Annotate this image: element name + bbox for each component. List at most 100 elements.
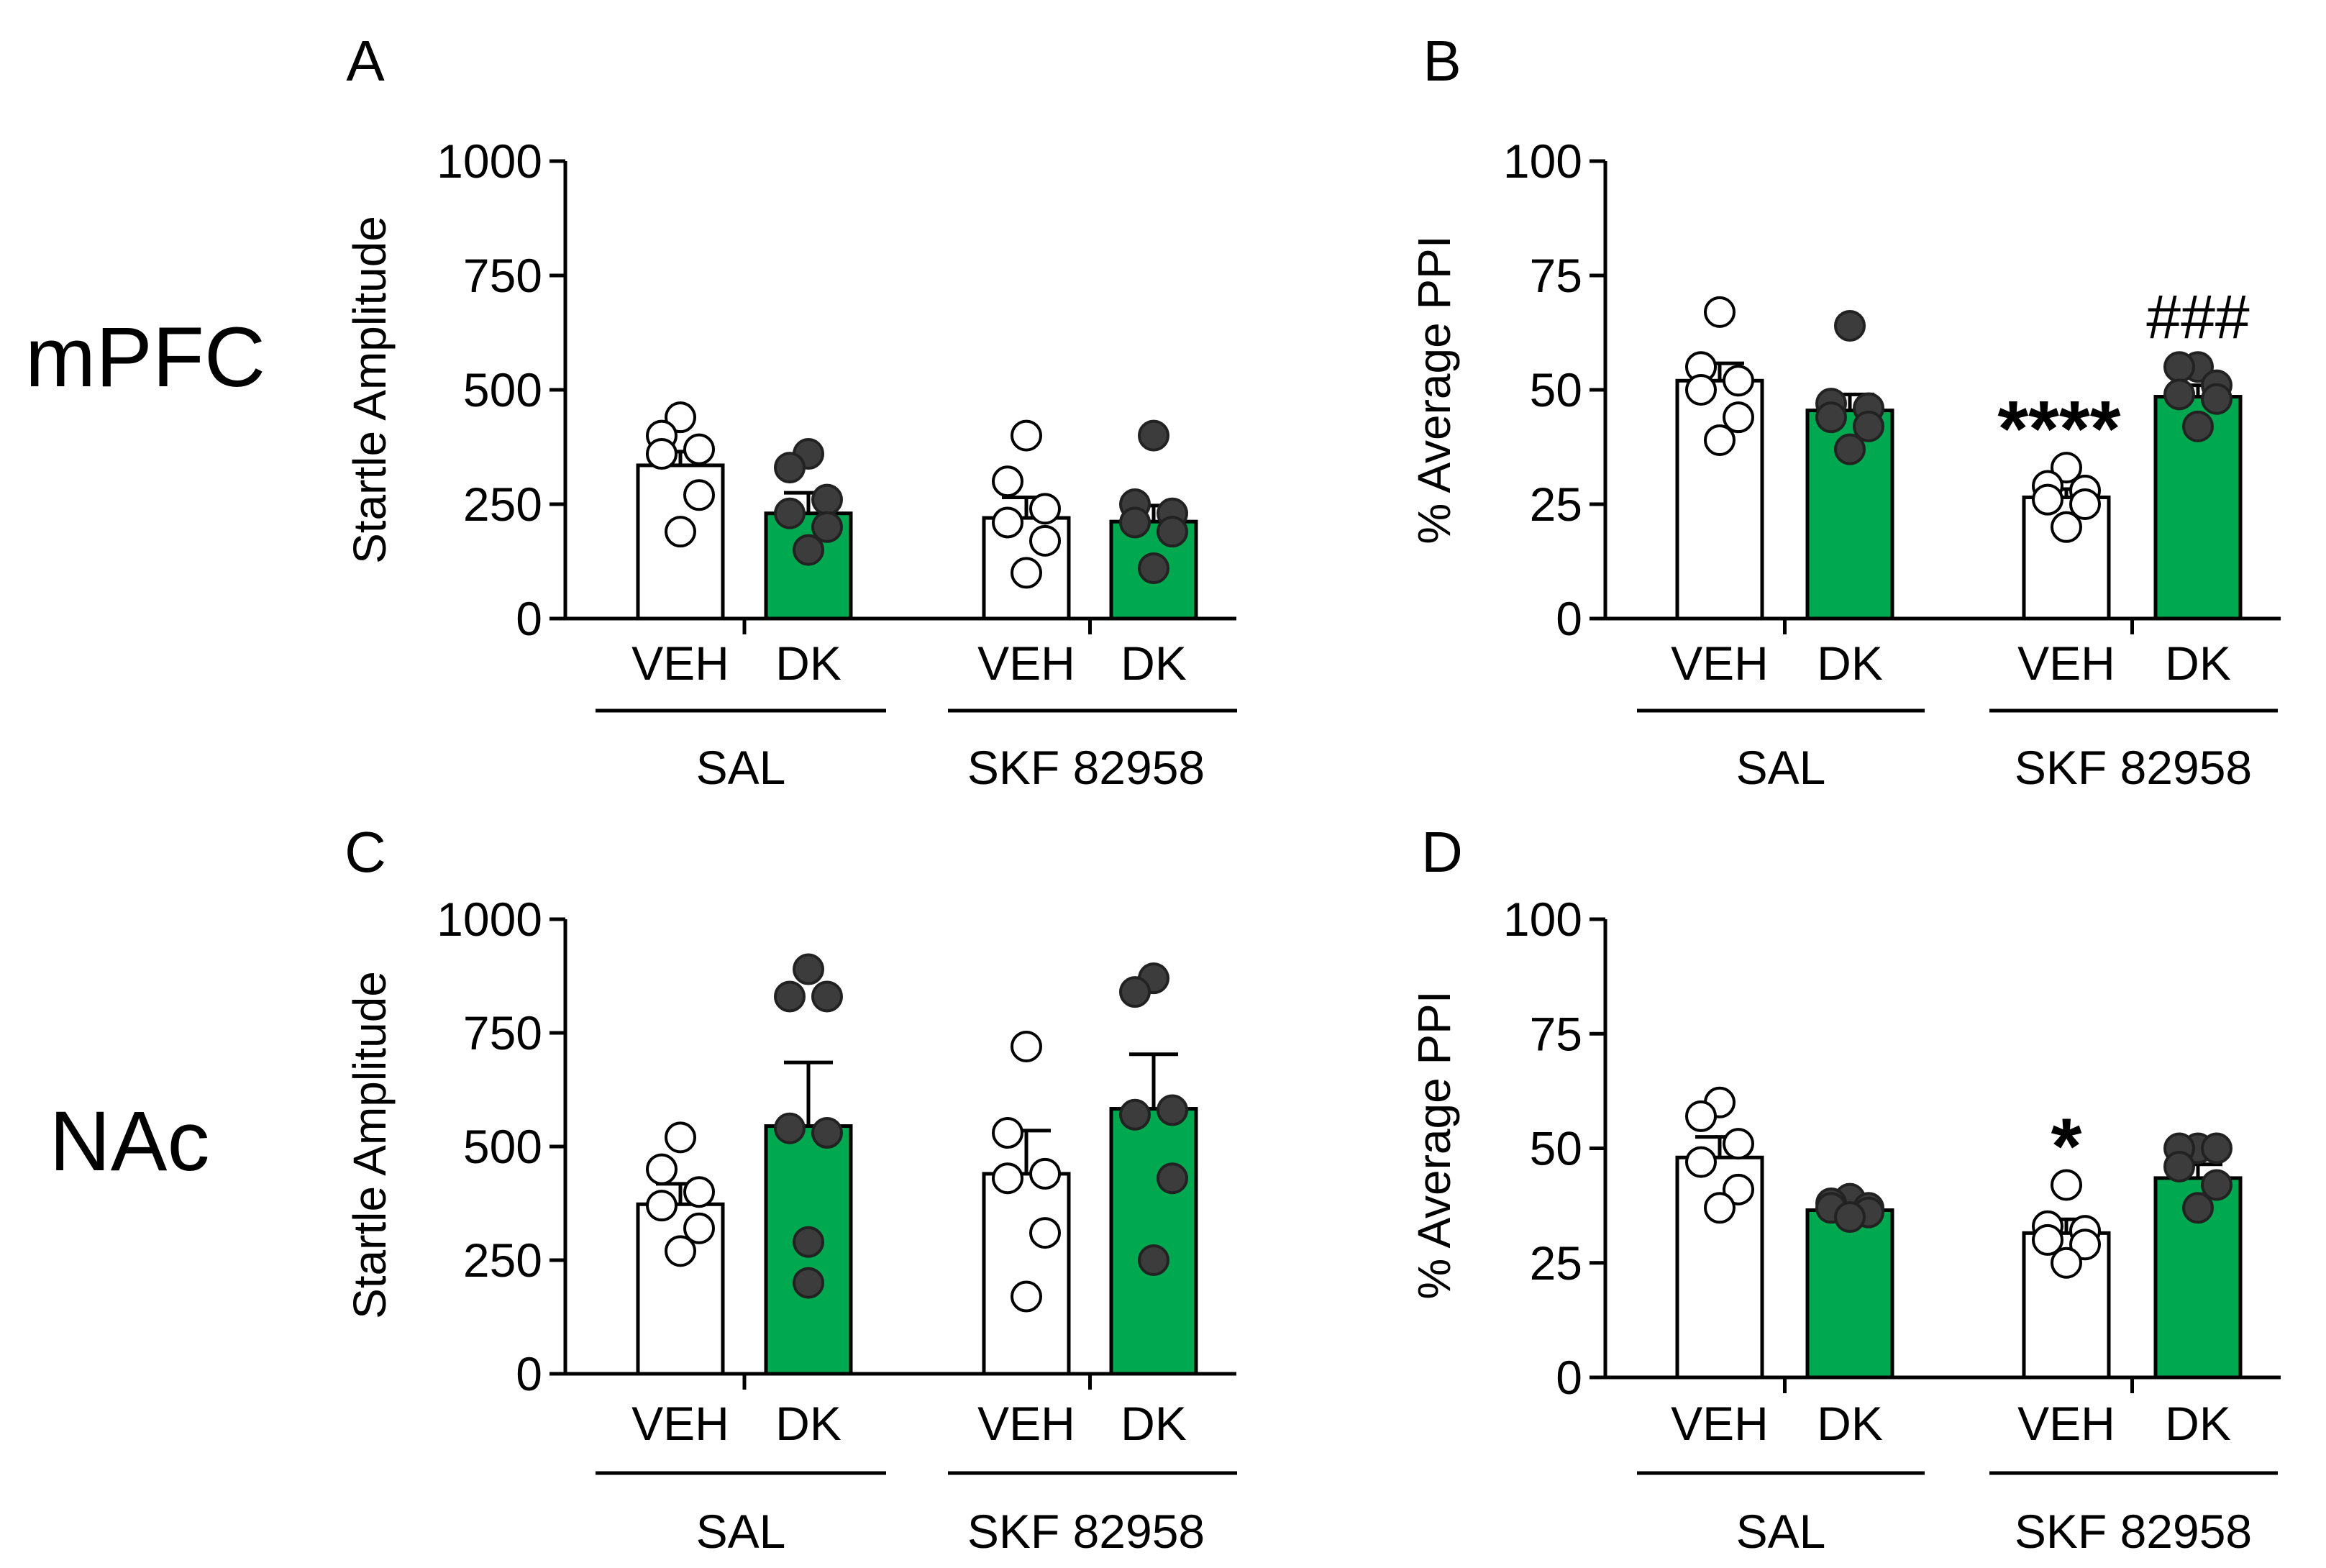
data-point-veh: [1029, 524, 1061, 557]
x-tick-label: DK: [1121, 1397, 1187, 1450]
y-tick-label: 25: [1530, 1236, 1582, 1290]
data-point-veh: [1685, 374, 1717, 406]
data-point-veh: [1011, 557, 1042, 589]
data-point-veh: [646, 1190, 678, 1222]
data-point-veh: [2069, 1229, 2101, 1261]
row-label-nac: NAc: [50, 1094, 210, 1189]
data-point-veh: [646, 1153, 678, 1185]
x-tick-label: DK: [775, 1397, 842, 1450]
bar-dk: [1109, 1107, 1198, 1376]
y-tick-label: 50: [1530, 1122, 1582, 1175]
group-label: SKF 82958: [967, 741, 1205, 794]
group-label: SKF 82958: [2015, 741, 2252, 794]
data-point-dk: [793, 1267, 824, 1299]
data-point-veh: [683, 1212, 715, 1244]
data-point-dk: [1138, 552, 1169, 585]
data-point-dk: [2163, 351, 2195, 383]
y-axis-label: Startle Amplitude: [344, 971, 396, 1319]
data-point-veh: [2032, 1223, 2063, 1256]
x-tick-label: VEH: [631, 1397, 729, 1450]
x-tick-label: VEH: [977, 637, 1075, 690]
data-point-veh: [1011, 419, 1042, 452]
data-point-dk: [1119, 506, 1151, 539]
x-tick-label: DK: [1817, 637, 1883, 690]
y-axis-label: % Average PPI: [1408, 990, 1460, 1299]
data-point-veh: [1723, 401, 1754, 434]
data-point-dk: [1138, 1244, 1169, 1276]
data-point-veh: [665, 1121, 696, 1154]
data-point-veh: [2051, 1246, 2082, 1279]
data-point-veh: [665, 516, 696, 548]
data-point-dk: [793, 953, 824, 985]
y-tick-label: 500: [463, 1120, 542, 1173]
x-tick-label: DK: [1817, 1397, 1883, 1450]
x-tick-label: VEH: [631, 637, 729, 690]
y-tick-label: 75: [1530, 1007, 1582, 1060]
panel-letter: A: [346, 29, 385, 93]
x-tick-label: VEH: [2017, 637, 2115, 690]
y-tick-label: 500: [463, 363, 542, 416]
y-axis-label: Startle Amplitude: [344, 216, 396, 564]
row-label-mpfc: mPFC: [25, 310, 265, 405]
y-tick-label: 0: [1556, 1351, 1582, 1404]
data-point-veh: [1011, 1280, 1042, 1313]
data-point-dk: [1119, 976, 1151, 1008]
data-point-dk: [811, 483, 843, 516]
data-point-dk: [2201, 383, 2232, 415]
y-tick-label: 750: [463, 249, 542, 302]
data-point-veh: [683, 479, 715, 511]
group-label: SAL: [1736, 1505, 1826, 1558]
y-tick-label: 100: [1503, 135, 1582, 188]
significance-annotation: *: [2051, 1102, 2082, 1190]
data-point-veh: [683, 1176, 715, 1208]
data-point-dk: [2163, 378, 2195, 411]
data-point-dk: [793, 534, 824, 566]
panel-c: C Startle Amplitude 0 250 500 750 1000 VEH DK VEH…: [344, 820, 1237, 1558]
y-tick-label: 1000: [437, 135, 542, 188]
data-point-dk: [774, 1112, 806, 1144]
data-point-dk: [811, 1117, 843, 1149]
data-point-dk: [2182, 410, 2214, 442]
data-point-veh: [1704, 1192, 1736, 1224]
data-point-dk: [1157, 516, 1188, 548]
data-point-veh: [992, 1162, 1023, 1195]
data-point-dk: [1834, 433, 1866, 465]
data-point-veh: [2051, 511, 2082, 543]
data-point-veh: [665, 1235, 696, 1267]
data-point-dk: [774, 497, 806, 529]
data-point-dk: [2182, 1192, 2214, 1224]
x-tick-label: DK: [2165, 1397, 2231, 1450]
data-point-dk: [1157, 1162, 1188, 1195]
panel-d: D % Average PPI 0 25 50 75 100 VEH DK VEH DK SAL SKF…: [1408, 820, 2281, 1558]
data-point-dk: [2163, 1150, 2195, 1182]
x-tick-label: VEH: [1671, 1397, 1769, 1450]
x-tick-label: VEH: [977, 1397, 1075, 1450]
y-tick-label: 250: [463, 478, 542, 531]
x-tick-label: VEH: [2017, 1397, 2115, 1450]
data-point-veh: [992, 506, 1023, 539]
data-point-dk: [774, 452, 806, 484]
data-point-veh: [2051, 1169, 2082, 1201]
y-tick-label: 750: [463, 1006, 542, 1059]
data-point-veh: [1723, 1173, 1754, 1205]
y-tick-label: 0: [516, 1347, 542, 1400]
data-point-veh: [1029, 1217, 1061, 1249]
data-point-dk: [1834, 309, 1866, 342]
data-point-dk: [811, 980, 843, 1013]
data-point-dk: [1853, 410, 1884, 442]
data-point-dk: [1119, 1098, 1151, 1131]
y-tick-label: 75: [1530, 249, 1582, 302]
data-point-veh: [1029, 493, 1061, 525]
data-point-dk: [1157, 1094, 1188, 1126]
y-tick-label: 50: [1530, 363, 1582, 416]
group-label: SAL: [696, 1505, 786, 1558]
data-point-veh: [1685, 1100, 1717, 1132]
data-point-dk: [2201, 1169, 2232, 1201]
x-tick-label: VEH: [1671, 637, 1769, 690]
y-tick-label: 0: [516, 592, 542, 645]
data-point-veh: [2032, 483, 2063, 516]
data-point-veh: [992, 1117, 1023, 1149]
panel-b: B % Average PPI 0 25 50 75 100 VEH DK VEH DK SAL SKF…: [1408, 29, 2281, 794]
bar-veh: [982, 1172, 1071, 1376]
